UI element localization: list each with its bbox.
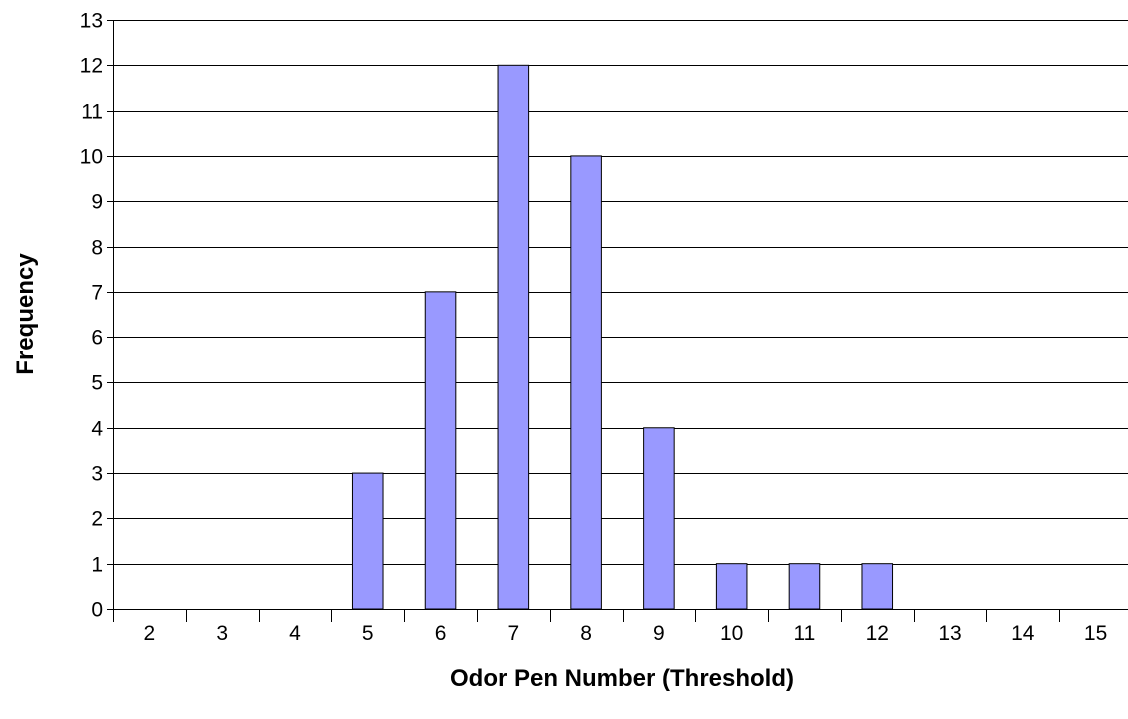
y-axis-title: Frequency — [12, 253, 39, 375]
y-tick-label: 10 — [80, 146, 103, 169]
bar — [570, 155, 602, 610]
y-tick-label: 0 — [91, 599, 103, 622]
gridlines — [113, 20, 1128, 565]
x-tick-labels: 2 3 4 5 6 7 8 9 10 11 12 13 14 15 — [144, 622, 1108, 645]
y-tick-label: 13 — [80, 10, 103, 33]
y-tick-label: 6 — [91, 327, 103, 350]
bar — [497, 64, 530, 610]
x-tick-label: 13 — [938, 622, 961, 645]
bar — [715, 563, 748, 610]
bar — [351, 472, 384, 610]
x-axis-title: Odor Pen Number (Threshold) — [450, 665, 794, 692]
y-tick-label: 7 — [91, 282, 103, 305]
axes — [107, 20, 1128, 622]
y-tick-label: 11 — [81, 101, 103, 124]
x-tick-label: 7 — [507, 622, 519, 645]
y-tick-label: 1 — [91, 554, 103, 577]
bar — [861, 563, 894, 610]
y-tick-label: 3 — [91, 463, 103, 486]
y-tick-label: 4 — [91, 418, 103, 441]
bar — [643, 427, 675, 610]
y-tick-label: 2 — [91, 508, 103, 531]
x-tick-label: 11 — [794, 622, 816, 645]
bars — [351, 64, 894, 610]
y-tick-label: 9 — [91, 191, 103, 214]
x-tick-label: 12 — [866, 622, 889, 645]
x-tick-label: 10 — [720, 622, 743, 645]
x-tick-label: 8 — [580, 622, 592, 645]
x-tick-label: 4 — [289, 622, 301, 645]
y-tick-label: 8 — [91, 237, 103, 260]
y-tick-label: 12 — [80, 55, 103, 78]
x-tick-label: 3 — [216, 622, 228, 645]
bar — [424, 291, 457, 610]
x-tick-label: 9 — [653, 622, 665, 645]
y-tick-label: 5 — [91, 372, 103, 395]
x-tick-label: 14 — [1011, 622, 1035, 645]
x-tick-label: 5 — [362, 622, 374, 645]
x-tick-label: 6 — [435, 622, 447, 645]
x-tick-label: 15 — [1084, 622, 1107, 645]
bar — [788, 563, 821, 610]
x-tick-label: 2 — [144, 622, 156, 645]
